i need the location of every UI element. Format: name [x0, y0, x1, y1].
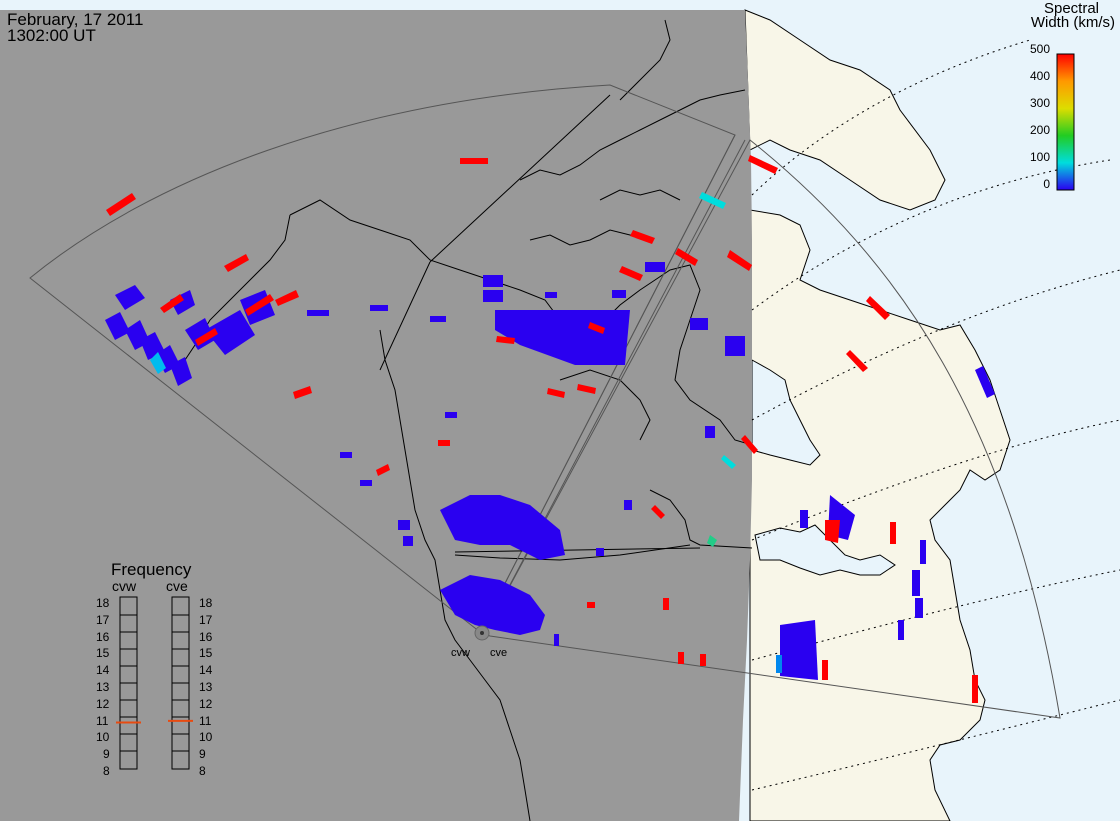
frequency-radar-cve: cve [166, 578, 188, 594]
frequency-tick-cvw: 10 [96, 730, 110, 744]
frequency-tick-cvw: 16 [96, 630, 110, 644]
frequency-bars [119, 596, 190, 770]
colorbar-title-line2: Width (km/s) [1030, 14, 1115, 31]
frequency-tick-cve: 13 [199, 680, 213, 694]
frequency-tick-cvw: 9 [103, 747, 110, 761]
day-land [744, 9, 946, 211]
frequency-title: Frequency [111, 560, 192, 579]
frequency-tick-cvw: 8 [103, 764, 110, 778]
frequency-tick-cvw: 11 [96, 714, 109, 728]
colorbar-tick-0: 0 [1043, 177, 1050, 191]
frequency-tick-cve: 8 [199, 764, 206, 778]
frequency-tick-cvw: 18 [96, 596, 110, 610]
frequency-tick-cve: 17 [199, 613, 213, 627]
frequency-tick-cvw: 12 [96, 697, 110, 711]
colorbar-tick-300: 300 [1029, 96, 1050, 110]
colorbar-tick-100: 100 [1029, 150, 1050, 164]
hudson-bay-day [751, 359, 821, 466]
colorbar-tick-400: 400 [1029, 69, 1050, 83]
scatter-red [106, 155, 978, 703]
scatter-cyan [699, 192, 736, 547]
site-label-cve: cve [490, 647, 508, 659]
frequency-radar-cvw: cvw [112, 578, 137, 594]
site-label-cvw: cvw [451, 647, 470, 659]
frequency-tick-cve: 18 [199, 596, 213, 610]
latitude-grid [751, 39, 1120, 791]
frequency-tick-cve: 12 [199, 697, 213, 711]
colorbar [1056, 53, 1075, 191]
header-time: 1302:00 UT [7, 26, 96, 45]
frequency-tick-cve: 9 [199, 747, 206, 761]
colorbar-title-line1: Spectral [1043, 0, 1099, 17]
header-date: February, 17 2011 [7, 10, 144, 29]
colorbar-tick-200: 200 [1029, 123, 1050, 137]
frequency-tick-cvw: 15 [96, 646, 110, 660]
frequency-tick-cve: 16 [199, 630, 213, 644]
colorbar-tick-500: 500 [1029, 42, 1050, 56]
frequency-tick-cve: 15 [199, 646, 213, 660]
scatter-near-radar [440, 495, 855, 680]
frequency-tick-cve: 14 [199, 663, 213, 677]
frequency-tick-cve: 10 [199, 730, 213, 744]
scatter-blue-small [307, 305, 995, 646]
scatter-arctic [483, 262, 745, 365]
frequency-tick-cve: 11 [199, 714, 212, 728]
scatter-alaska-cyan [150, 352, 166, 374]
frequency-tick-cvw: 14 [96, 663, 110, 677]
frequency-tick-cvw: 13 [96, 680, 110, 694]
night-shading [0, 10, 752, 821]
frequency-tick-cvw: 17 [96, 613, 110, 627]
boundaries [379, 94, 701, 553]
great-lakes-day [754, 524, 896, 576]
